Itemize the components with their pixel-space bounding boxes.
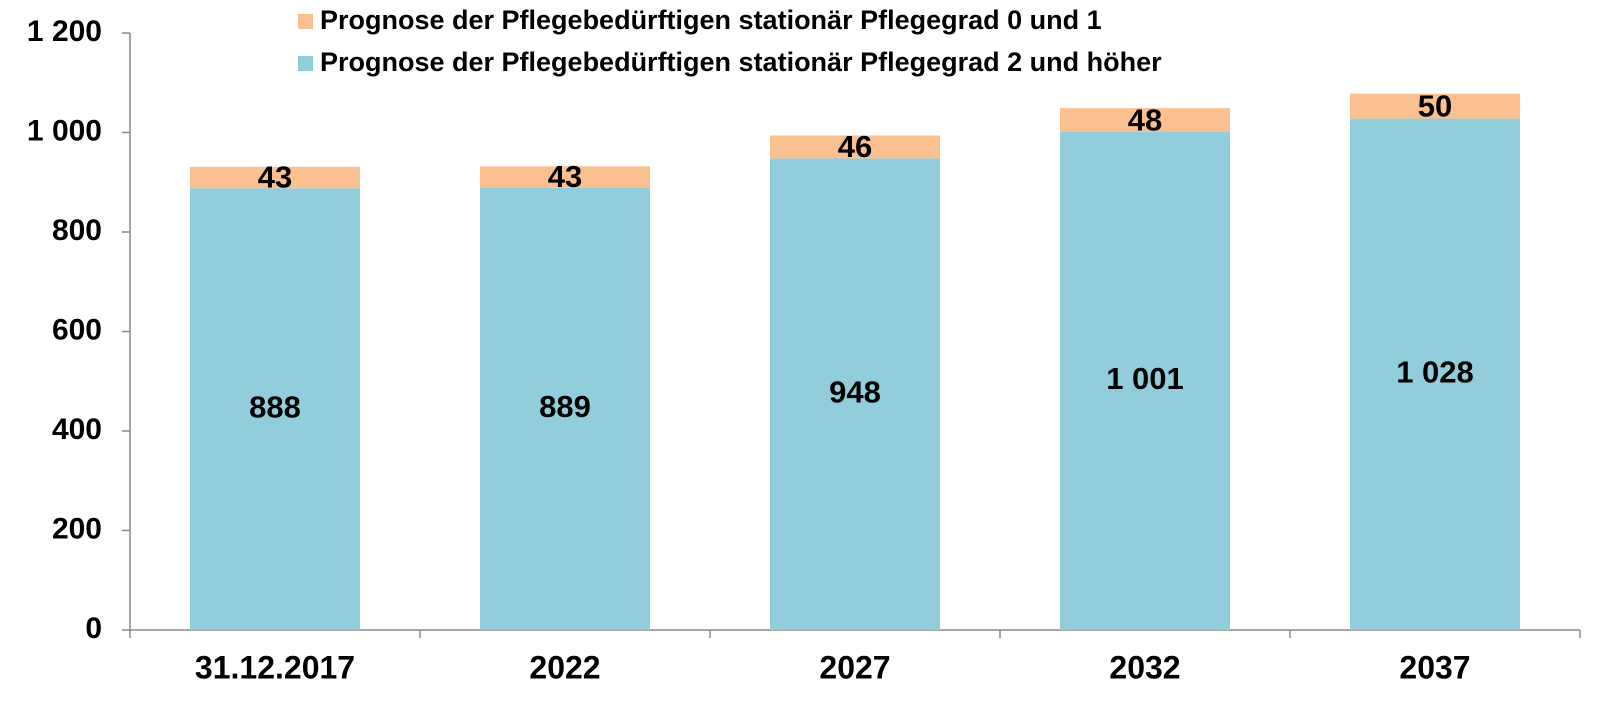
y-tick-label: 1 000 bbox=[27, 114, 102, 147]
bar-segment bbox=[770, 158, 940, 630]
data-label: 46 bbox=[838, 129, 872, 164]
x-tick-label: 31.12.2017 bbox=[195, 649, 355, 685]
bar-segment bbox=[1350, 118, 1520, 630]
y-tick-label: 800 bbox=[52, 214, 102, 247]
y-tick-label: 200 bbox=[52, 512, 102, 545]
x-tick-label: 2032 bbox=[1109, 649, 1180, 685]
data-label: 43 bbox=[258, 160, 292, 195]
data-label: 1 028 bbox=[1396, 354, 1474, 389]
y-tick-label: 1 200 bbox=[27, 15, 102, 48]
y-tick-label: 600 bbox=[52, 313, 102, 346]
bar-segment bbox=[1060, 132, 1230, 630]
legend-swatch bbox=[298, 14, 313, 29]
y-tick-label: 400 bbox=[52, 413, 102, 446]
bar-segment bbox=[770, 135, 940, 159]
data-label: 889 bbox=[539, 389, 591, 424]
bar-segment bbox=[190, 166, 360, 189]
legend-label: Prognose der Pflegebedürftigen stationär… bbox=[320, 5, 1102, 35]
x-tick-label: 2022 bbox=[529, 649, 600, 685]
x-tick-label: 2037 bbox=[1399, 649, 1470, 685]
data-label: 888 bbox=[249, 389, 301, 424]
bar-segment bbox=[1060, 108, 1230, 133]
legend-swatch bbox=[298, 56, 313, 71]
bar-segment bbox=[1350, 93, 1520, 119]
legend-label: Prognose der Pflegebedürftigen stationär… bbox=[320, 47, 1162, 77]
data-label: 1 001 bbox=[1106, 361, 1184, 396]
y-tick-label: 0 bbox=[85, 612, 102, 645]
data-label: 948 bbox=[829, 374, 881, 409]
bar-segment bbox=[190, 188, 360, 630]
data-label: 50 bbox=[1418, 88, 1452, 123]
bar-segment bbox=[480, 166, 650, 188]
x-tick-label: 2027 bbox=[819, 649, 890, 685]
data-label: 48 bbox=[1128, 102, 1162, 137]
bar-segment bbox=[480, 187, 650, 630]
data-label: 43 bbox=[548, 159, 582, 194]
